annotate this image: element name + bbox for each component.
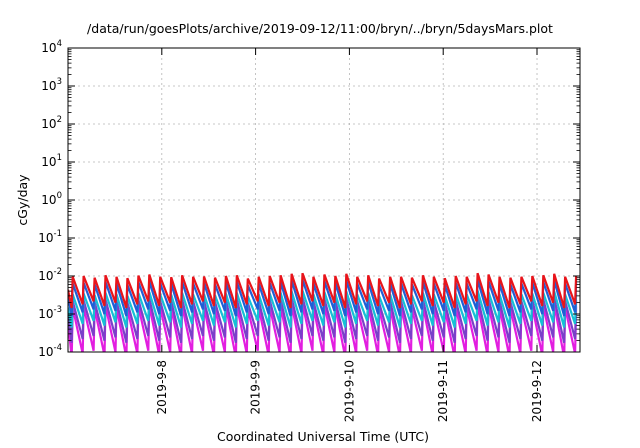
series-line bbox=[68, 272, 578, 309]
y-axis-title: cGy/day bbox=[15, 174, 30, 226]
y-tick-label: 10-1 bbox=[38, 229, 62, 245]
x-axis: 2019-9-8 2019-9-9 2019-9-10 2019-9-11 2019-9… bbox=[155, 48, 544, 422]
y-tick-label: 103 bbox=[41, 77, 62, 93]
grid bbox=[68, 48, 580, 352]
y-tick-label: 101 bbox=[41, 153, 62, 169]
x-tick-label: 2019-9-8 bbox=[155, 360, 169, 414]
series-group bbox=[68, 272, 578, 352]
y-tick-label: 102 bbox=[41, 115, 62, 131]
x-tick-label: 2019-9-12 bbox=[530, 360, 544, 422]
y-tick-label: 10-4 bbox=[38, 343, 62, 359]
x-axis-title: Coordinated Universal Time (UTC) bbox=[217, 429, 429, 444]
x-tick-label: 2019-9-10 bbox=[342, 360, 356, 422]
chart-title: /data/run/goesPlots/archive/2019-09-12/1… bbox=[87, 21, 553, 36]
y-tick-label: 100 bbox=[41, 191, 62, 207]
y-tick-label: 104 bbox=[41, 39, 62, 55]
x-tick-label: 2019-9-11 bbox=[436, 360, 450, 422]
y-tick-label: 10-3 bbox=[38, 305, 62, 321]
y-tick-label: 10-2 bbox=[38, 267, 62, 283]
x-tick-label: 2019-9-9 bbox=[249, 360, 263, 414]
y-axis: 10-4 10-3 10-2 10-1 100 101 102 103 104 bbox=[38, 39, 580, 359]
